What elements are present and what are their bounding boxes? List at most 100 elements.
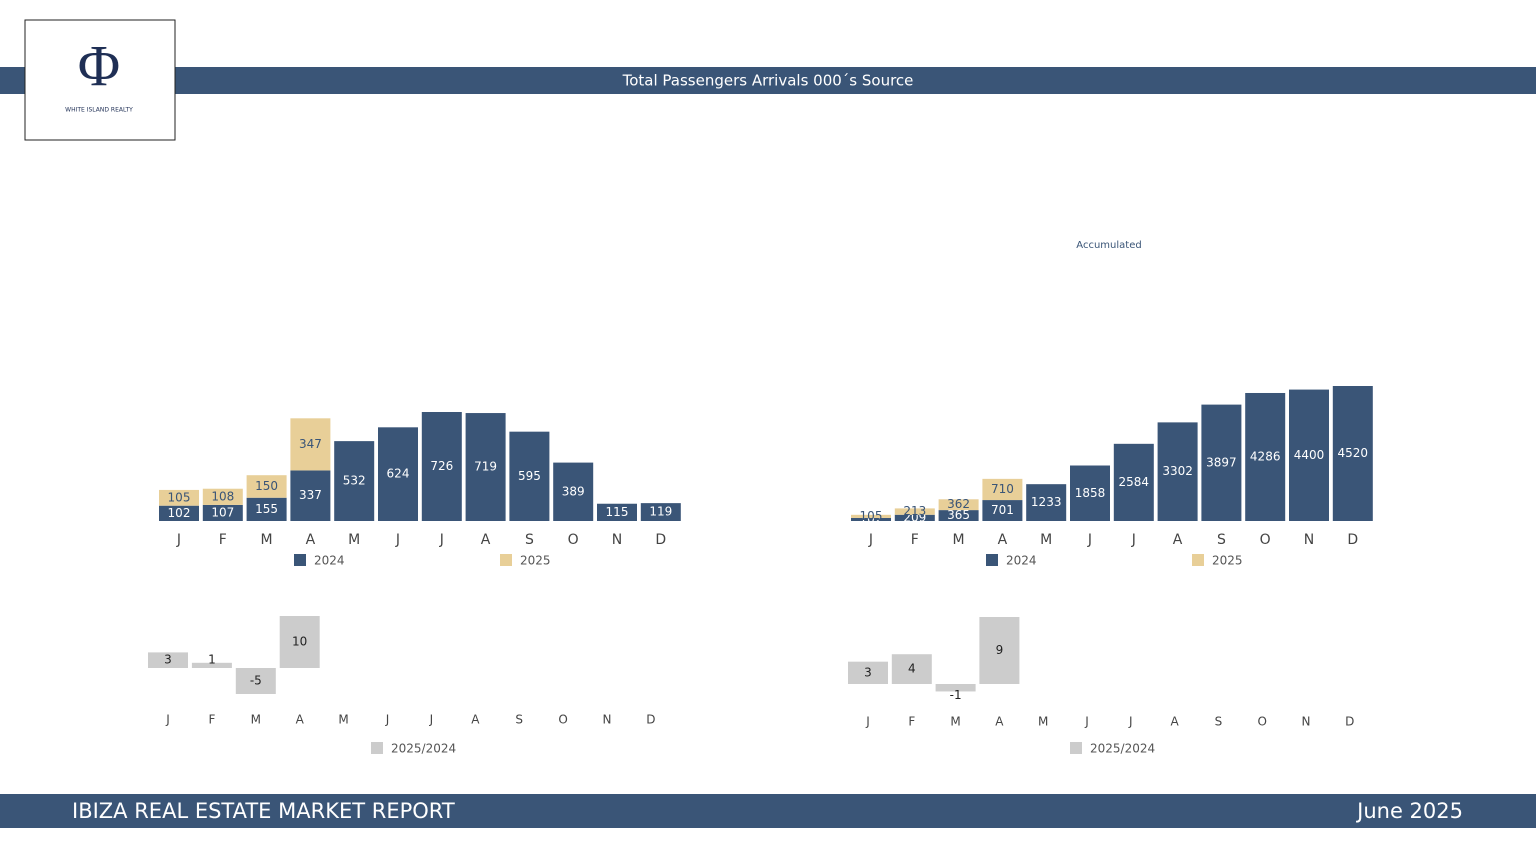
value-label: 701 — [991, 503, 1014, 517]
value-label: 726 — [430, 459, 453, 473]
value-label: 2584 — [1119, 475, 1150, 489]
x-tick-label: M — [950, 715, 960, 729]
bar — [891, 654, 932, 684]
value-label: 102 — [168, 506, 191, 520]
logo-symbol: Φ — [78, 33, 120, 98]
x-tick-label: J — [385, 713, 390, 727]
bar — [935, 684, 976, 692]
logo-box — [24, 19, 176, 141]
bar — [894, 508, 935, 515]
x-tick-label: F — [208, 713, 215, 727]
value-label: 347 — [299, 437, 322, 451]
x-tick-label: M — [348, 532, 360, 548]
bar — [851, 517, 891, 521]
x-tick-label: N — [1302, 715, 1311, 729]
value-label: 337 — [299, 488, 322, 502]
value-label: 624 — [387, 467, 410, 481]
value-label: 107 — [211, 505, 234, 519]
x-tick-label: M — [251, 713, 261, 727]
bar — [159, 505, 199, 521]
bar — [465, 413, 506, 521]
x-tick-label: J — [176, 532, 181, 548]
legend-label: 2025/2024 — [391, 742, 456, 756]
legend-label: 2025/2024 — [1090, 742, 1155, 756]
value-label: 3 — [164, 653, 172, 667]
bar — [279, 616, 320, 668]
x-tick-label: A — [998, 532, 1008, 548]
x-tick-label: F — [911, 532, 919, 548]
value-label: 105 — [860, 509, 883, 523]
bar — [148, 652, 188, 668]
value-label: 3897 — [1206, 455, 1237, 469]
bar — [334, 441, 375, 521]
legend-swatch — [294, 554, 306, 566]
bar — [421, 412, 462, 521]
bar — [202, 504, 243, 521]
x-tick-label: S — [515, 713, 523, 727]
value-label: 3302 — [1162, 464, 1193, 478]
legend-label: 2024 — [314, 554, 345, 568]
value-label: 105 — [168, 490, 191, 504]
bar — [979, 617, 1020, 684]
bar — [982, 478, 1023, 501]
value-label: 119 — [649, 505, 672, 519]
bar — [378, 427, 418, 521]
legend-swatch — [371, 742, 383, 754]
x-tick-label: J — [1084, 715, 1089, 729]
legend-swatch — [500, 554, 512, 566]
value-label: 213 — [903, 504, 926, 518]
x-tick-label: A — [1173, 532, 1183, 548]
value-label: 1 — [208, 652, 216, 666]
x-tick-label: J — [1131, 532, 1136, 548]
value-label: -5 — [250, 674, 262, 688]
x-tick-label: A — [296, 713, 305, 727]
value-label: 108 — [211, 489, 234, 503]
x-tick-label: S — [1217, 532, 1226, 548]
value-label: 150 — [255, 479, 278, 493]
footer-bar — [0, 794, 1536, 828]
x-tick-label: J — [165, 713, 170, 727]
header-bar — [0, 67, 1536, 94]
x-tick-label: N — [612, 532, 622, 548]
legend-swatch — [986, 554, 998, 566]
value-label: 389 — [562, 484, 585, 498]
x-tick-label: F — [219, 532, 227, 548]
bar — [1332, 386, 1373, 521]
header-title: Total Passengers Arrivals 000´s Source — [622, 72, 914, 90]
bar — [246, 475, 287, 498]
bar — [1289, 389, 1329, 521]
value-label: 4400 — [1294, 448, 1325, 462]
value-label: 710 — [991, 482, 1014, 496]
x-tick-label: D — [646, 713, 655, 727]
value-label: 365 — [947, 508, 970, 522]
legend-label: 2025 — [520, 554, 551, 568]
bar — [202, 488, 243, 505]
bar — [159, 489, 199, 506]
value-label: 719 — [474, 460, 497, 474]
x-tick-label: O — [558, 713, 567, 727]
x-tick-label: A — [995, 715, 1004, 729]
value-label: 155 — [255, 502, 278, 516]
bar — [640, 503, 681, 521]
x-tick-label: A — [306, 532, 316, 548]
x-tick-label: O — [1257, 715, 1266, 729]
x-tick-label: M — [261, 532, 273, 548]
x-tick-label: F — [908, 715, 915, 729]
bar — [597, 503, 637, 521]
bar — [1201, 404, 1242, 521]
value-label: 1233 — [1031, 495, 1062, 509]
value-label: 1858 — [1075, 486, 1106, 500]
bar — [290, 470, 331, 521]
x-tick-label: J — [865, 715, 870, 729]
value-label: 115 — [606, 505, 629, 519]
x-tick-label: S — [1215, 715, 1223, 729]
x-tick-label: N — [603, 713, 612, 727]
bar — [191, 662, 232, 668]
footer-title: IBIZA REAL ESTATE MARKET REPORT — [72, 799, 455, 823]
value-label: -1 — [950, 688, 962, 702]
value-label: 3 — [864, 665, 872, 679]
x-tick-label: O — [568, 532, 579, 548]
x-tick-label: J — [1128, 715, 1133, 729]
x-tick-label: N — [1304, 532, 1314, 548]
